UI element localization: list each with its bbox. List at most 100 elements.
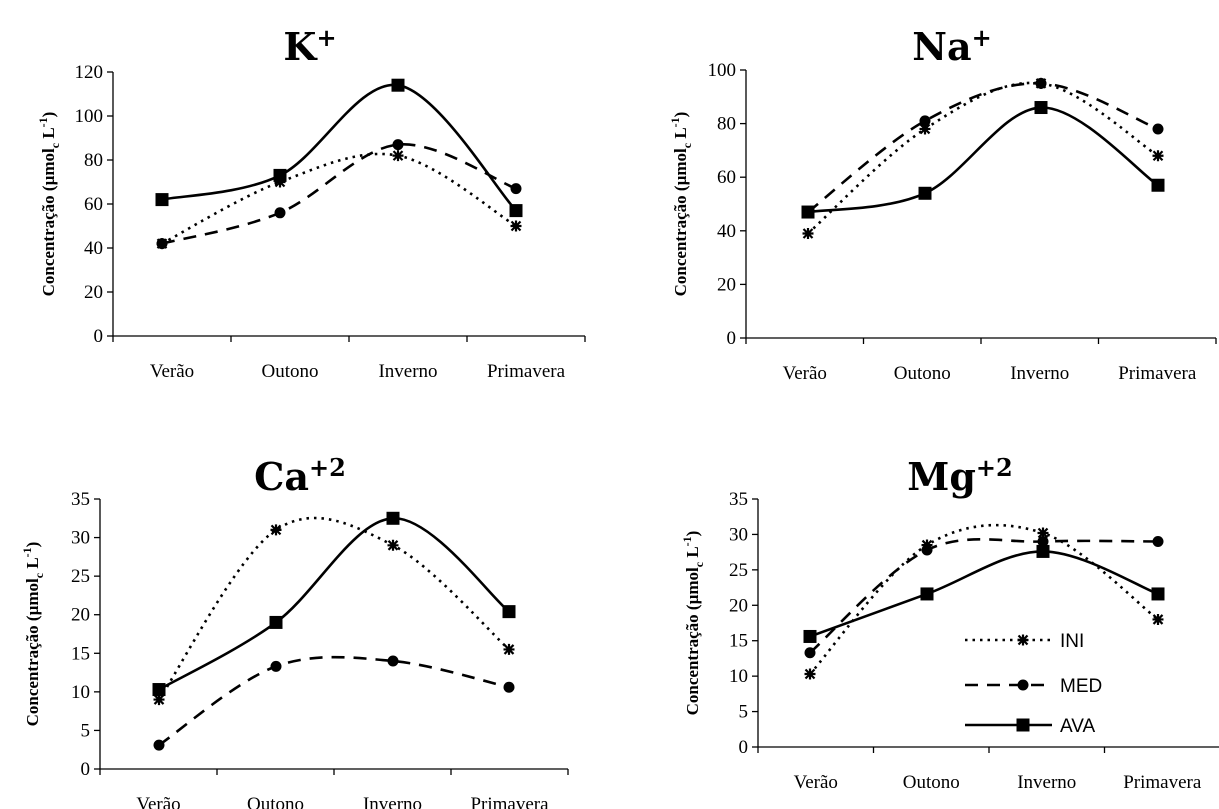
- data-point-ini: [153, 694, 165, 706]
- legend-label-med: MED: [1060, 676, 1102, 697]
- y-tick-label: 35: [729, 489, 748, 510]
- series-line-ini: [157, 516, 510, 701]
- legend-label-ini: INI: [1060, 631, 1084, 652]
- y-axis-title: Concentração (µmolc L-1): [668, 112, 694, 297]
- y-tick-label: 5: [81, 720, 91, 741]
- x-tick-label: Primavera: [1118, 363, 1197, 384]
- series-line-ava: [807, 106, 1159, 214]
- series-line-med: [809, 538, 1159, 654]
- panel-title-superscript: +: [316, 23, 336, 52]
- y-axis-title-close: ): [39, 112, 58, 118]
- panel-title-main: K: [283, 24, 318, 69]
- data-point-ava: [1034, 101, 1048, 115]
- y-tick-label: 80: [84, 150, 103, 171]
- y-tick-label: 20: [729, 595, 748, 616]
- y-axis-title-unit: L: [39, 127, 58, 143]
- data-point-ini: [387, 539, 399, 551]
- x-tick-label: Verão: [794, 772, 838, 793]
- y-axis-title-main: Concentração (µmol: [683, 567, 702, 715]
- series-line-med: [158, 655, 510, 747]
- series-line-ava: [809, 550, 1159, 638]
- x-tick-label: Primavera: [487, 361, 566, 382]
- x-tick-label: Inverno: [1017, 772, 1076, 793]
- panel-title-main: Ca: [254, 454, 309, 499]
- y-tick-label: 10: [729, 666, 748, 687]
- data-point-ini: [919, 123, 931, 135]
- y-axis-title-close: ): [23, 542, 42, 548]
- data-point-med: [270, 660, 282, 672]
- y-tick-label: 80: [717, 114, 736, 135]
- data-point-med: [804, 647, 816, 659]
- x-tick-label: Outono: [903, 772, 960, 793]
- panel-title-main: Mg: [907, 454, 976, 499]
- y-axis-title: Concentração (µmolc L-1): [680, 531, 706, 716]
- series-line-ava: [158, 516, 510, 691]
- x-tick-label: Verão: [150, 361, 194, 382]
- data-point-med: [510, 183, 522, 195]
- data-point-ava: [391, 78, 405, 92]
- data-point-ini: [270, 524, 282, 536]
- y-axis-title-close: ): [671, 112, 690, 118]
- y-tick-label: 0: [94, 326, 104, 347]
- panel-title: Mg+2: [907, 453, 1012, 499]
- x-tick-label: Outono: [894, 363, 951, 384]
- data-point-ava: [918, 186, 932, 200]
- y-tick-label: 35: [71, 489, 90, 510]
- legend-label-ava: AVA: [1060, 716, 1096, 737]
- y-tick-label: 15: [71, 643, 90, 664]
- y-tick-label: 30: [71, 528, 90, 549]
- y-tick-label: 120: [75, 62, 104, 83]
- y-axis-title-unit: L: [683, 546, 702, 562]
- data-point-med: [392, 139, 404, 151]
- x-tick-label: Primavera: [1123, 772, 1202, 793]
- y-axis-title-main: Concentração (µmol: [23, 578, 42, 726]
- y-axis-title-subscript: c: [48, 142, 62, 148]
- y-tick-label: 20: [717, 274, 736, 295]
- y-axis-title-subscript: c: [692, 561, 706, 567]
- y-tick-label: 20: [84, 282, 103, 303]
- y-tick-label: 40: [717, 221, 736, 242]
- y-tick-label: 100: [75, 106, 104, 127]
- y-tick-label: 30: [729, 524, 748, 545]
- y-axis-title-main: Concentração (µmol: [671, 148, 690, 296]
- data-point-ini: [392, 150, 404, 162]
- y-tick-label: 20: [71, 605, 90, 626]
- series-line-ini: [807, 81, 1159, 235]
- panel-title-main: Na: [912, 24, 971, 69]
- legend-marker-ini: [1017, 634, 1029, 646]
- y-tick-label: 25: [71, 566, 90, 587]
- y-tick-label: 15: [729, 631, 748, 652]
- x-tick-label: Inverno: [1010, 363, 1069, 384]
- series-line-med: [161, 143, 517, 245]
- panel-2: Ca+2 0 5 10 15 20 25 30 35 Verão Outono Inverno Prim…: [20, 453, 569, 809]
- data-point-ini: [503, 643, 515, 655]
- series-line-ini: [161, 152, 517, 245]
- y-axis-title-superscript: -1: [36, 117, 50, 127]
- data-point-ini: [1152, 613, 1164, 625]
- y-tick-label: 60: [84, 194, 103, 215]
- y-axis-title-main: Concentração (µmol: [39, 148, 58, 296]
- y-tick-label: 0: [81, 759, 91, 780]
- x-tick-label: Verão: [136, 794, 180, 809]
- data-point-ava: [801, 205, 815, 219]
- data-point-ava: [920, 587, 934, 601]
- data-point-med: [1035, 77, 1047, 89]
- data-point-med: [1037, 536, 1049, 548]
- data-point-ava: [1036, 544, 1050, 558]
- data-point-med: [1152, 123, 1164, 135]
- data-point-med: [919, 115, 931, 127]
- x-tick-label: Outono: [247, 794, 304, 809]
- panel-title: K+: [283, 23, 336, 69]
- data-point-med: [921, 544, 933, 556]
- panel-title-superscript: +: [972, 23, 992, 52]
- y-axis-title-superscript: -1: [680, 536, 694, 546]
- data-point-ava: [509, 204, 523, 218]
- data-point-med: [503, 681, 515, 693]
- panel-title-superscript: +2: [309, 453, 346, 482]
- panel-3: Mg+2 0 5 10 15 20 25 30 35 Verão Outono Inverno Prim…: [680, 453, 1219, 793]
- data-point-med: [153, 739, 165, 751]
- x-tick-label: Verão: [783, 363, 827, 384]
